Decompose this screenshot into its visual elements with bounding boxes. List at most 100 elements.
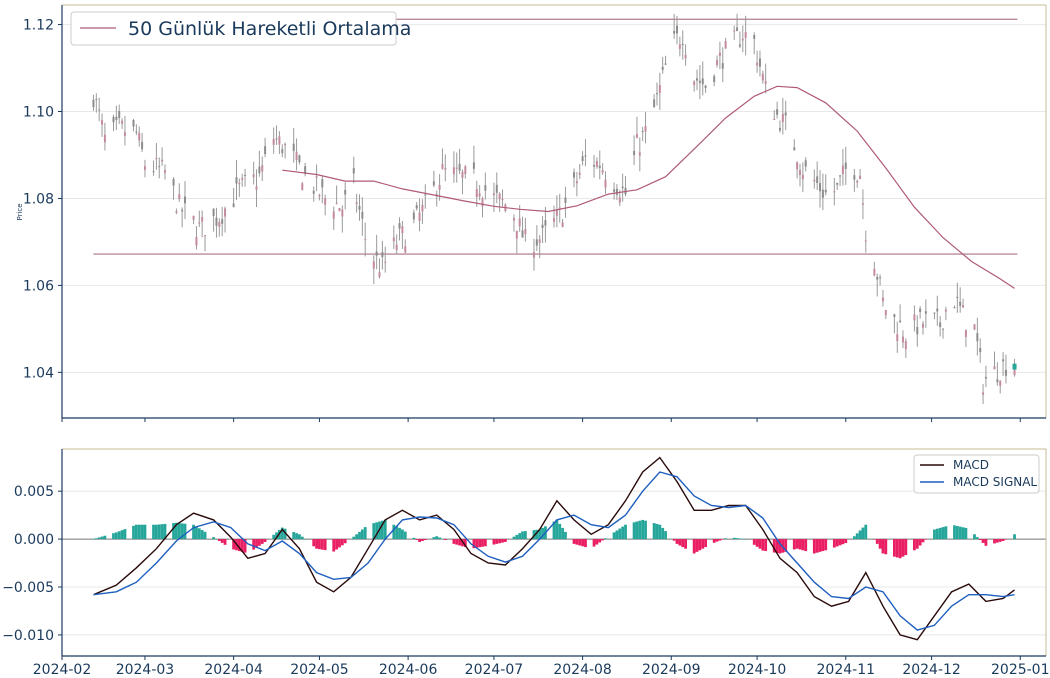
- macd-histogram-bar: [558, 523, 562, 540]
- price-candle: [298, 154, 301, 165]
- price-candle-body: [152, 171, 155, 173]
- price-candle-body: [544, 220, 547, 226]
- macd-histogram-bar: [1013, 534, 1016, 540]
- price-candle: [415, 202, 418, 211]
- price-candle: [901, 330, 904, 349]
- price-candle-body: [301, 183, 304, 191]
- price-candle-body: [352, 168, 355, 174]
- price-candle-body: [598, 165, 601, 169]
- price-candle: [218, 218, 221, 237]
- macd-histogram-bar: [935, 528, 939, 540]
- macd-histogram-bar: [844, 539, 848, 544]
- macd-histogram-bar: [764, 539, 768, 552]
- price-candle-body: [813, 179, 816, 182]
- price-candle: [364, 222, 367, 257]
- macd-histogram-bar: [535, 529, 539, 540]
- price-candle-body: [424, 194, 427, 196]
- x-tick-label: 2025-01: [991, 662, 1050, 678]
- price-candle: [544, 206, 547, 243]
- price-candle: [601, 163, 604, 175]
- macd-histogram-bar: [452, 539, 456, 544]
- price-candle: [641, 126, 644, 142]
- price-candle: [352, 156, 355, 184]
- price-candle-body: [581, 156, 584, 161]
- price-candle: [784, 100, 787, 131]
- x-tick-label: 2024-12: [902, 662, 961, 678]
- macd-histogram-bar: [240, 539, 244, 552]
- price-candle: [252, 161, 255, 185]
- price-candle: [224, 206, 227, 233]
- macd-histogram-bar: [561, 527, 564, 540]
- price-candle: [944, 306, 947, 321]
- price-candle-body: [452, 167, 455, 175]
- price-candle: [464, 164, 467, 179]
- price-candle: [141, 132, 144, 153]
- moving-average-group: [282, 85, 1015, 289]
- price-candle: [984, 365, 987, 388]
- macd-histogram-bar: [283, 528, 287, 540]
- price-candle-body: [615, 188, 618, 195]
- price-candle-body: [913, 314, 916, 321]
- price-candle: [495, 172, 498, 204]
- price-candle: [904, 338, 907, 359]
- price-candle-body: [573, 172, 576, 178]
- price-candle: [718, 41, 721, 70]
- price-candle-body: [172, 178, 175, 186]
- price-candle: [962, 298, 965, 308]
- macd-histogram-bar: [421, 539, 424, 541]
- price-candle-body: [996, 379, 999, 383]
- price-candle-body: [664, 63, 667, 65]
- price-legend-box: [70, 11, 397, 46]
- price-candle-body: [673, 30, 676, 34]
- macd-histogram-bar: [918, 539, 922, 546]
- price-candle: [492, 182, 495, 212]
- price-candle: [1002, 352, 1005, 377]
- macd-histogram-bar: [775, 539, 779, 553]
- price-candle-body: [304, 166, 307, 174]
- macd-histogram-bar: [463, 539, 467, 548]
- macd-histogram-bar: [423, 539, 427, 541]
- price-candle: [713, 74, 716, 87]
- macd-histogram-bar: [978, 539, 982, 541]
- price-candle: [575, 171, 578, 197]
- price-grid: [62, 24, 1046, 373]
- price-candle-body: [761, 73, 764, 81]
- price-candle-body: [341, 209, 344, 217]
- price-candle: [676, 15, 678, 45]
- price-candle-body: [658, 85, 661, 93]
- macd-histogram-bar: [114, 532, 118, 540]
- macd-histogram-bar: [123, 529, 127, 540]
- price-candle: [681, 30, 684, 60]
- price-candle-body: [398, 223, 401, 229]
- macd-histogram-bar: [117, 531, 121, 540]
- price-candle-body: [212, 208, 215, 217]
- macd-histogram-bar: [103, 535, 107, 540]
- macd-histogram-bar: [601, 539, 605, 541]
- price-candle: [444, 154, 447, 182]
- macd-histogram-bar: [858, 530, 862, 540]
- price-candle: [836, 182, 839, 190]
- macd-histogram-bar: [732, 537, 736, 540]
- macd-histogram-bar: [212, 537, 216, 540]
- price-candle-body: [515, 230, 518, 239]
- price-candle: [355, 193, 358, 213]
- price-candle: [893, 313, 896, 334]
- price-candle-body: [415, 205, 418, 209]
- price-candle-body: [244, 174, 247, 176]
- price-candle-body: [973, 324, 976, 330]
- macd-histogram-bar: [237, 539, 241, 552]
- macd-histogram-bar: [892, 539, 896, 557]
- price-candle-body: [721, 63, 724, 69]
- macd-histogram-bar: [933, 529, 936, 540]
- price-candle-body: [578, 172, 581, 175]
- price-candle: [275, 125, 278, 145]
- price-candle-body: [713, 76, 716, 83]
- price-candle-body: [221, 219, 224, 224]
- price-candle-body: [224, 208, 227, 217]
- price-candle: [621, 173, 624, 202]
- price-candle: [776, 101, 779, 119]
- price-candle-body: [859, 175, 862, 179]
- price-candle-body: [796, 162, 799, 170]
- price-candle: [195, 226, 198, 250]
- price-candle-body: [204, 235, 207, 237]
